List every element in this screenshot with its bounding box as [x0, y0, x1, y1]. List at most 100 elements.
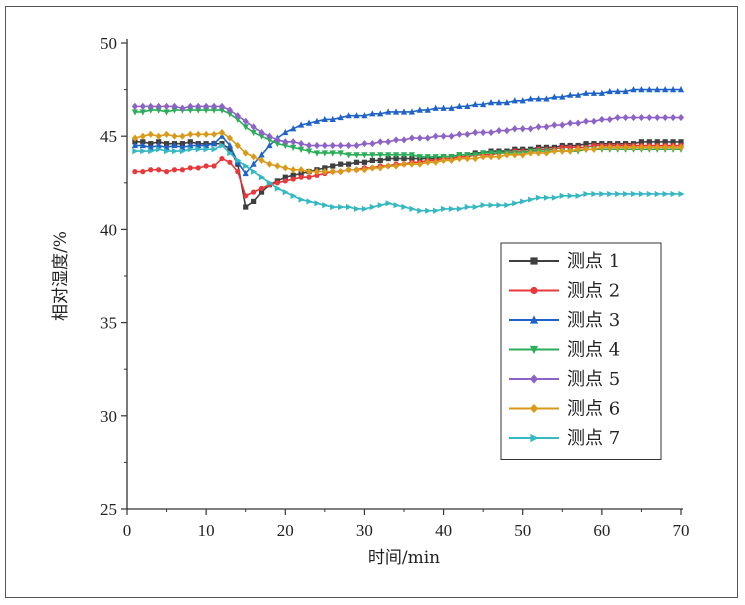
- series-2-point: [314, 172, 320, 178]
- series-1-point: [187, 139, 193, 145]
- series-5-point: [195, 102, 202, 110]
- series-6-point: [535, 149, 542, 157]
- series-5-point: [567, 119, 574, 127]
- series-3-point: [487, 99, 495, 106]
- series-5-point: [598, 115, 605, 124]
- series-4-point: [290, 144, 297, 151]
- series-3-point: [131, 141, 139, 149]
- series-3-point: [669, 86, 677, 93]
- series-4-point: [131, 109, 139, 116]
- series-1-point: [678, 139, 684, 145]
- series-7-point: [361, 205, 369, 212]
- series-7-point: [504, 202, 511, 209]
- series-3-point: [250, 160, 257, 167]
- series-1-point: [132, 139, 138, 145]
- series-1-point: [346, 161, 352, 167]
- series-6-point: [131, 134, 139, 142]
- series-3-point: [337, 113, 344, 121]
- series-4-point: [139, 109, 146, 116]
- series-3-point: [258, 151, 265, 158]
- series-3-point: [503, 99, 510, 106]
- series-6-point: [369, 164, 376, 172]
- series-4-point: [250, 129, 257, 137]
- legend-marker: [529, 403, 539, 414]
- series-6-point: [155, 132, 162, 140]
- series-5-point: [519, 125, 526, 133]
- series-6-point: [321, 168, 328, 176]
- series-5-point: [677, 113, 685, 122]
- series-5-point: [662, 113, 669, 122]
- series-3-point: [464, 102, 471, 109]
- series-6-point: [551, 147, 558, 155]
- x-tick-label: 30: [356, 521, 373, 540]
- series-7-point: [306, 198, 313, 205]
- series-5-point: [559, 121, 566, 129]
- series-6-point: [432, 158, 439, 166]
- series-2-point: [211, 163, 217, 169]
- series-4-point: [353, 152, 360, 159]
- series-3-point: [242, 169, 249, 177]
- series-6-point: [543, 149, 550, 157]
- series-7-point: [290, 192, 297, 199]
- series-1-point: [583, 141, 589, 147]
- figure-frame: 25 30 35 40 45 50 0 10 20 30 40 50 60 70 时间/min 相对湿度/% 测…: [5, 6, 738, 598]
- series-5-point: [329, 141, 336, 150]
- series-4-point: [203, 107, 210, 114]
- series-3-point: [456, 102, 463, 109]
- series-5-point: [590, 117, 598, 125]
- series-6-point: [226, 134, 233, 142]
- y-tick-label: 50: [100, 34, 117, 53]
- series-1-point: [140, 139, 146, 145]
- series-3-point: [385, 108, 392, 115]
- series-7-point: [219, 142, 226, 149]
- series-7-point: [623, 190, 630, 198]
- series-7-point: [179, 148, 186, 155]
- y-tick-label: 35: [100, 314, 117, 333]
- series-4-point: [258, 133, 265, 140]
- series-4-point: [171, 107, 178, 114]
- series-7-point: [163, 148, 171, 155]
- legend-box: [500, 242, 662, 460]
- series-5-point: [305, 141, 313, 150]
- series-6-point: [519, 151, 526, 159]
- series-2-line: [134, 144, 681, 197]
- x-axis-label: 时间/min: [368, 548, 440, 568]
- series-7-point: [440, 205, 448, 212]
- series-4-point: [274, 141, 281, 148]
- series-3-point: [535, 95, 542, 102]
- series-4-point: [163, 109, 170, 116]
- y-tick-label: 45: [100, 127, 117, 146]
- series-7-point: [662, 190, 669, 198]
- series-4-point: [361, 152, 368, 159]
- series-4-point: [337, 150, 344, 157]
- series-6-point: [210, 130, 218, 138]
- series-1-point: [369, 157, 375, 164]
- series-1-point: [156, 139, 162, 145]
- series-6-point: [290, 166, 297, 174]
- series-3-point: [329, 115, 336, 123]
- series-5-point: [440, 132, 447, 140]
- series-7-point: [132, 148, 139, 155]
- series-5-point: [646, 113, 653, 122]
- x-tick-label: 60: [593, 521, 610, 540]
- series-7-point: [583, 190, 590, 198]
- series-5-point: [614, 113, 621, 122]
- series-2-point: [306, 174, 312, 180]
- series-6-point: [622, 143, 629, 151]
- y-tick-label: 40: [100, 220, 117, 239]
- series-1-line: [134, 140, 681, 209]
- series-3-point: [266, 141, 273, 149]
- series-7-point: [243, 162, 250, 170]
- series-6-point: [527, 149, 534, 157]
- series-6-point: [139, 132, 146, 140]
- series-6: [131, 128, 685, 176]
- series-3-point: [638, 86, 645, 93]
- series-3-point: [361, 112, 368, 119]
- series-3-point: [440, 104, 447, 111]
- series-3-point: [282, 128, 289, 136]
- series-5-point: [242, 117, 249, 125]
- series-7-point: [607, 190, 614, 198]
- series-1-point: [361, 159, 368, 165]
- series-2-point: [132, 169, 138, 175]
- series-4-point: [424, 154, 431, 161]
